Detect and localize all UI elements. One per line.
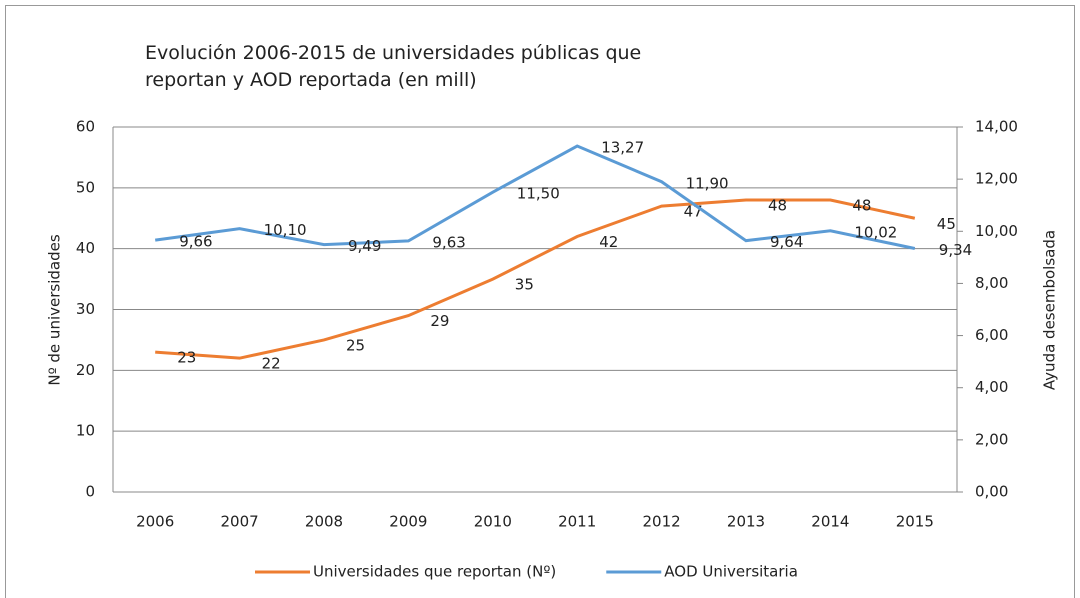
data-label: 48 bbox=[852, 197, 871, 215]
data-label: 9,66 bbox=[179, 233, 212, 251]
data-label: 29 bbox=[430, 312, 449, 330]
y-tick-label: 60 bbox=[76, 118, 95, 136]
x-tick-label: 2009 bbox=[389, 513, 427, 531]
data-label: 42 bbox=[599, 233, 618, 251]
chart-border bbox=[5, 5, 1075, 598]
y-axis-label: Nº de universidades bbox=[46, 234, 64, 385]
data-label: 25 bbox=[346, 336, 365, 354]
y-tick-label: 30 bbox=[76, 300, 95, 318]
data-label: 13,27 bbox=[601, 139, 644, 157]
x-tick-label: 2011 bbox=[558, 513, 596, 531]
data-label: 10,10 bbox=[264, 221, 307, 239]
y2-tick-label: 10,00 bbox=[975, 222, 1018, 240]
legend-label: Universidades que reportan (Nº) bbox=[313, 563, 556, 581]
y2-tick-label: 2,00 bbox=[975, 430, 1008, 448]
x-tick-label: 2007 bbox=[221, 513, 259, 531]
chart-title: Evolución 2006-2015 de universidades púb… bbox=[145, 42, 642, 91]
y2-tick-label: 8,00 bbox=[975, 274, 1008, 292]
y2-tick-label: 4,00 bbox=[975, 378, 1008, 396]
y2-tick-label: 12,00 bbox=[975, 170, 1018, 188]
x-tick-label: 2012 bbox=[643, 513, 681, 531]
data-label: 22 bbox=[262, 355, 281, 373]
y2-tick-label: 6,00 bbox=[975, 326, 1008, 344]
data-label: 11,90 bbox=[686, 174, 729, 192]
y-tick-label: 0 bbox=[85, 483, 95, 501]
data-label: 23 bbox=[177, 349, 196, 367]
data-label: 10,02 bbox=[854, 223, 897, 241]
legend-label: AOD Universitaria bbox=[664, 563, 798, 581]
series-line bbox=[155, 198, 916, 360]
y2-axis-label: Ayuda desembolsada bbox=[1041, 230, 1059, 390]
x-tick-label: 2013 bbox=[727, 513, 765, 531]
data-label: 35 bbox=[515, 276, 534, 294]
x-tick-label: 2006 bbox=[136, 513, 174, 531]
y2-tick-label: 0,00 bbox=[975, 483, 1008, 501]
y-tick-label: 40 bbox=[76, 239, 95, 257]
y-tick-label: 50 bbox=[76, 178, 95, 196]
data-label: 9,63 bbox=[432, 233, 465, 251]
series-line bbox=[154, 144, 916, 250]
x-tick-label: 2014 bbox=[811, 513, 849, 531]
data-label: 45 bbox=[937, 215, 956, 233]
data-label: 11,50 bbox=[517, 185, 560, 203]
data-label: 9,49 bbox=[348, 237, 381, 255]
y-tick-label: 20 bbox=[76, 361, 95, 379]
x-tick-label: 2015 bbox=[896, 513, 934, 531]
data-label: 48 bbox=[768, 197, 787, 215]
x-tick-label: 2010 bbox=[474, 513, 512, 531]
data-label: 9,64 bbox=[770, 233, 803, 251]
y2-tick-label: 14,00 bbox=[975, 118, 1018, 136]
data-label: 9,34 bbox=[939, 241, 972, 259]
y-tick-label: 10 bbox=[76, 422, 95, 440]
x-tick-label: 2008 bbox=[305, 513, 343, 531]
